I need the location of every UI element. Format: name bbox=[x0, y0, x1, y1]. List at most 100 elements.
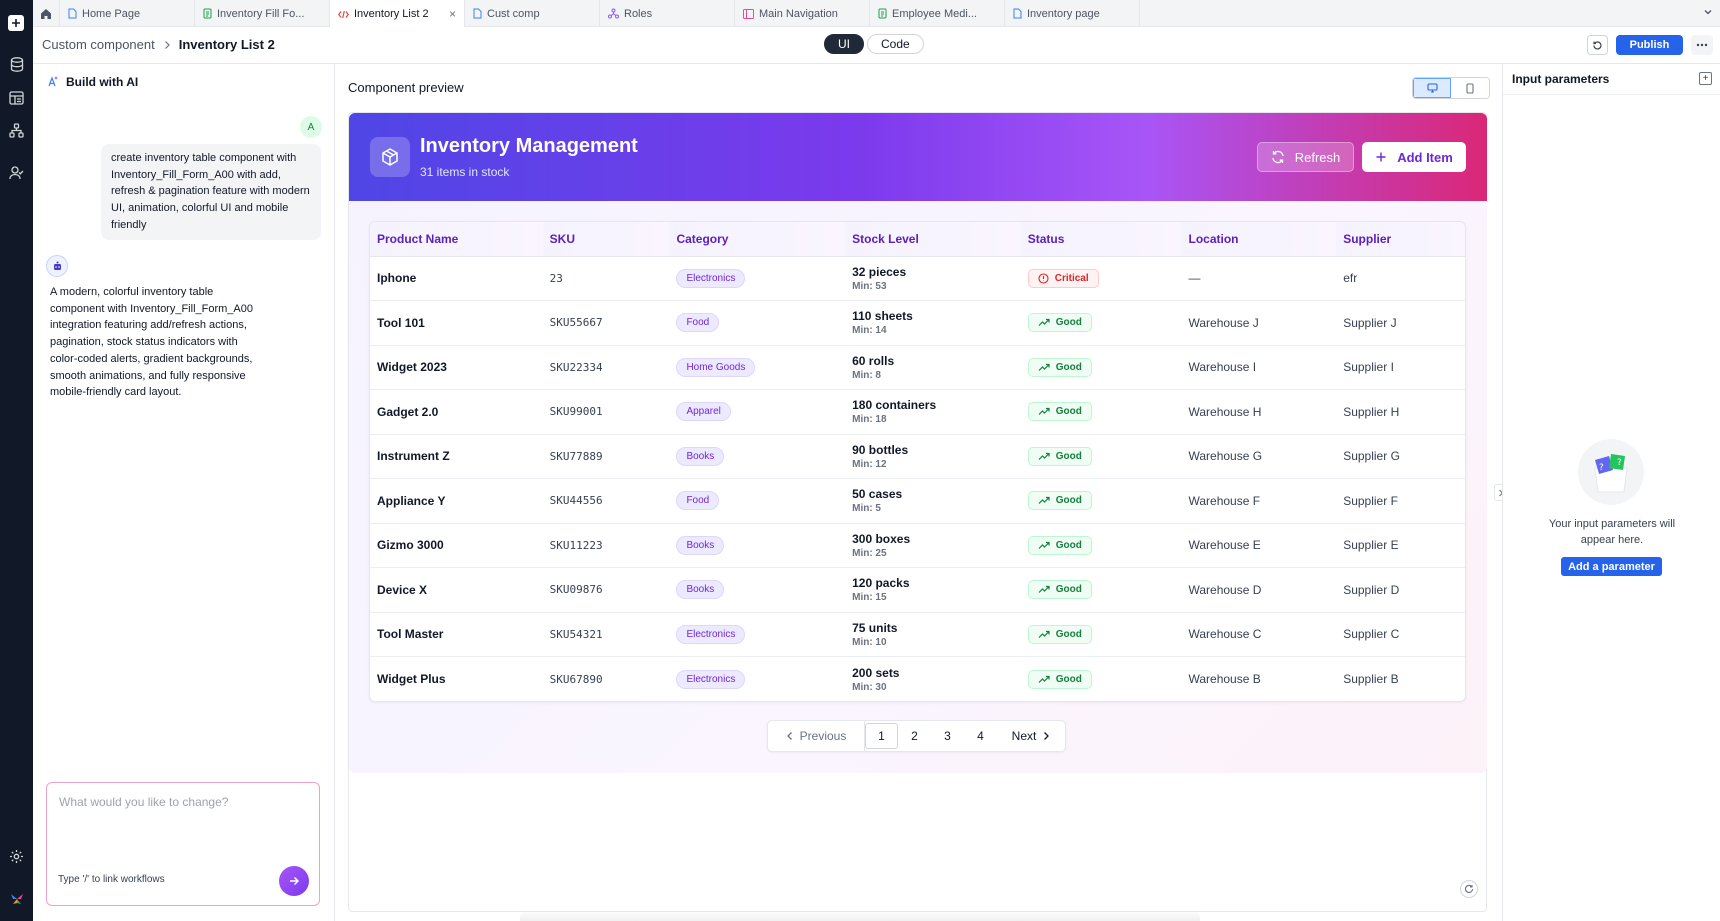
status-badge: Critical bbox=[1027, 268, 1099, 288]
close-icon[interactable]: × bbox=[448, 7, 456, 21]
category-cell: Electronics bbox=[669, 612, 846, 657]
user-message: create inventory table component with In… bbox=[101, 144, 321, 240]
supplier: Supplier J bbox=[1336, 300, 1465, 346]
home-icon[interactable] bbox=[33, 0, 60, 27]
stock-min: Min: 12 bbox=[852, 458, 887, 470]
page-button-1[interactable]: 1 bbox=[865, 723, 898, 749]
supplier: Supplier D bbox=[1336, 567, 1465, 613]
trending-up-icon bbox=[1038, 541, 1050, 550]
stock-cell: 300 boxes Min: 25 bbox=[845, 523, 1021, 568]
category-cell: Books bbox=[669, 434, 846, 479]
table-row[interactable]: Device X SKU09876 Books 120 packs Min: 15… bbox=[370, 567, 1465, 613]
status-badge: Good bbox=[1027, 491, 1092, 511]
stock-level: 32 pieces bbox=[852, 264, 907, 279]
chevron-right-icon bbox=[1042, 731, 1050, 741]
previous-page-button[interactable]: Previous bbox=[768, 721, 865, 751]
workflow-icon[interactable] bbox=[6, 120, 27, 141]
left-rail bbox=[0, 0, 33, 921]
input-parameters-title: Input parameters bbox=[1503, 64, 1720, 95]
location: Warehouse E bbox=[1181, 523, 1337, 568]
form-icon bbox=[203, 8, 212, 19]
tab-inventory-page[interactable]: Inventory page bbox=[1005, 0, 1140, 27]
stock-level: 180 containers bbox=[852, 398, 937, 413]
stock-min: Min: 5 bbox=[852, 503, 881, 515]
add-parameter-icon[interactable]: + bbox=[1699, 72, 1712, 85]
column-header[interactable]: Stock Level bbox=[845, 222, 1021, 257]
category-cell: Books bbox=[669, 523, 846, 568]
column-header[interactable]: Supplier bbox=[1336, 222, 1465, 257]
stock-cell: 200 sets Min: 30 bbox=[845, 657, 1021, 702]
prompt-hint: Type '/' to link workflows bbox=[58, 874, 165, 885]
chevron-down-icon[interactable] bbox=[1702, 6, 1714, 18]
status-cell: Good bbox=[1020, 612, 1182, 657]
table-icon[interactable] bbox=[6, 87, 27, 108]
tab-inventory-list-2[interactable]: Inventory List 2 × bbox=[330, 0, 465, 28]
stock-level: 110 sheets bbox=[852, 309, 913, 324]
product-name: Gizmo 3000 bbox=[370, 523, 543, 568]
empty-state-icon: ? ? bbox=[1577, 438, 1645, 506]
history-icon[interactable] bbox=[1587, 35, 1608, 55]
page-button-3[interactable]: 3 bbox=[944, 729, 951, 743]
publish-button[interactable]: Publish bbox=[1616, 35, 1683, 55]
category-badge: Books bbox=[676, 446, 725, 466]
desktop-icon[interactable] bbox=[1413, 78, 1451, 98]
tab-main-navigation[interactable]: Main Navigation bbox=[735, 0, 870, 27]
column-header[interactable]: Location bbox=[1181, 222, 1337, 257]
page-button-4[interactable]: 4 bbox=[977, 729, 984, 743]
add-item-button[interactable]: Add Item bbox=[1362, 142, 1466, 172]
category-cell: Electronics bbox=[669, 657, 845, 702]
trending-up-icon bbox=[1038, 585, 1050, 594]
mode-ui-button[interactable]: UI bbox=[824, 34, 864, 54]
table-row[interactable]: Gadget 2.0 SKU99001 Apparel 180 containe… bbox=[370, 389, 1465, 435]
mobile-icon[interactable] bbox=[1451, 78, 1489, 98]
product-name: Widget 2023 bbox=[370, 345, 543, 390]
tab-home-page[interactable]: Home Page bbox=[60, 0, 195, 27]
tab-inventory-fill-form[interactable]: Inventory Fill Fo... bbox=[195, 0, 330, 27]
table-row[interactable]: Iphone 23 Electronics 32 pieces Min: 53 C… bbox=[370, 256, 1465, 301]
database-icon[interactable] bbox=[6, 54, 27, 75]
column-header[interactable]: SKU bbox=[542, 222, 670, 257]
table-row[interactable]: Widget Plus SKU67890 Electronics 200 set… bbox=[370, 657, 1465, 702]
product-name: Device X bbox=[370, 567, 543, 613]
mode-code-button[interactable]: Code bbox=[867, 34, 924, 54]
send-button[interactable] bbox=[279, 866, 309, 896]
stock-cell: 75 units Min: 10 bbox=[845, 612, 1021, 657]
status-badge: Good bbox=[1027, 580, 1092, 600]
sku: SKU67890 bbox=[549, 672, 603, 686]
refresh-button[interactable]: Refresh bbox=[1257, 142, 1354, 172]
more-icon[interactable] bbox=[1691, 35, 1713, 55]
column-header[interactable]: Status bbox=[1020, 222, 1182, 257]
column-header[interactable]: Category bbox=[669, 222, 846, 257]
column-header[interactable]: Product Name bbox=[370, 222, 543, 257]
prompt-input[interactable]: What would you like to change? Type '/' … bbox=[46, 782, 320, 906]
tab-employee-medi[interactable]: Employee Medi... bbox=[870, 0, 1005, 27]
plus-icon[interactable] bbox=[8, 15, 24, 31]
table-row[interactable]: Appliance Y SKU44556 Food 50 cases Min: 5… bbox=[370, 478, 1465, 524]
table-row[interactable]: Gizmo 3000 SKU11223 Books 300 boxes Min: … bbox=[370, 523, 1465, 568]
table-row[interactable]: Widget 2023 SKU22334 Home Goods 60 rolls… bbox=[370, 345, 1465, 390]
next-page-button[interactable]: Next bbox=[997, 721, 1065, 751]
tab-label: Home Page bbox=[82, 7, 141, 20]
add-parameter-button[interactable]: Add a parameter bbox=[1561, 557, 1662, 576]
status-label: Good bbox=[1055, 495, 1082, 507]
breadcrumb-parent[interactable]: Custom component bbox=[42, 37, 155, 52]
reload-icon[interactable] bbox=[1460, 880, 1478, 898]
supplier: efr bbox=[1336, 256, 1465, 301]
location: Warehouse C bbox=[1181, 612, 1337, 657]
next-label: Next bbox=[1011, 729, 1037, 743]
location: Warehouse H bbox=[1181, 389, 1337, 435]
status-badge: Good bbox=[1027, 313, 1092, 333]
settings-icon[interactable] bbox=[6, 846, 27, 867]
inventory-title: Inventory Management bbox=[420, 135, 638, 157]
tab-label: Cust comp bbox=[487, 7, 540, 20]
table-row[interactable]: Instrument Z SKU77889 Books 90 bottles Mi… bbox=[370, 434, 1465, 479]
tab-cust-comp[interactable]: Cust comp bbox=[465, 0, 600, 27]
stock-cell: 32 pieces Min: 53 bbox=[845, 256, 1021, 301]
table-row[interactable]: Tool 101 SKU55667 Food 110 sheets Min: 14… bbox=[370, 300, 1465, 346]
page-button-2[interactable]: 2 bbox=[911, 729, 918, 743]
users-icon[interactable] bbox=[6, 162, 27, 183]
tab-roles[interactable]: Roles bbox=[600, 0, 735, 27]
table-row[interactable]: Tool Master SKU54321 Electronics 75 unit… bbox=[370, 612, 1465, 657]
assistant-message: A modern, colorful inventory table compo… bbox=[50, 286, 253, 399]
product-name: Tool Master bbox=[370, 612, 543, 657]
